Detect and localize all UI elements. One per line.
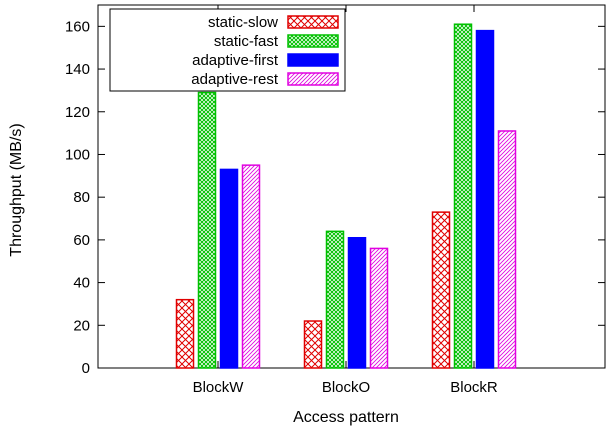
legend-swatch-static-fast	[287, 34, 339, 48]
y-tick-label: 120	[65, 104, 90, 121]
legend-swatch-adaptive-first	[287, 53, 339, 67]
x-axis-label: Access pattern	[293, 409, 399, 426]
bar-adaptive-rest-BlockR	[497, 130, 517, 369]
y-tick-label: 40	[73, 275, 90, 292]
legend-swatch-static-slow	[287, 15, 339, 29]
legend-label-static-fast: static-fast	[214, 33, 279, 50]
y-tick-label: 60	[73, 232, 90, 249]
y-tick-label: 80	[73, 189, 90, 206]
bar-static-slow-BlockW	[175, 298, 195, 369]
bar-static-fast-BlockO	[325, 230, 345, 369]
legend-label-static-slow: static-slow	[208, 14, 278, 31]
y-tick-label: 100	[65, 146, 90, 163]
bar-adaptive-first-BlockR	[475, 29, 495, 369]
bar-adaptive-first-BlockW	[219, 168, 239, 369]
bar-static-fast-BlockR	[453, 23, 473, 369]
bars	[175, 23, 517, 369]
axes: 0 20 40 60 80 100 120 140 160 BlockW BlockO BlockR	[65, 4, 606, 396]
y-axis-label: Throughput (MB/s)	[8, 123, 25, 256]
x-tick-label: BlockR	[450, 379, 498, 396]
bar-adaptive-rest-BlockO	[369, 247, 389, 369]
bar-static-fast-BlockW	[197, 91, 217, 369]
legend-label-adaptive-first: adaptive-first	[192, 52, 279, 69]
bar-adaptive-rest-BlockW	[241, 164, 261, 369]
y-tick-label: 0	[82, 360, 90, 377]
x-tick-label: BlockO	[322, 379, 370, 396]
x-tick-label: BlockW	[193, 379, 245, 396]
y-tick-label: 20	[73, 317, 90, 334]
bar-static-slow-BlockO	[303, 320, 323, 369]
y-tick-label: 140	[65, 61, 90, 78]
legend: static-slow static-fast adaptive-first adap…	[109, 8, 346, 92]
bar-static-slow-BlockR	[431, 211, 451, 369]
y-tick-label: 160	[65, 18, 90, 35]
legend-label-adaptive-rest: adaptive-rest	[191, 71, 279, 88]
legend-swatch-adaptive-rest	[287, 72, 339, 86]
bar-adaptive-first-BlockO	[347, 236, 367, 369]
